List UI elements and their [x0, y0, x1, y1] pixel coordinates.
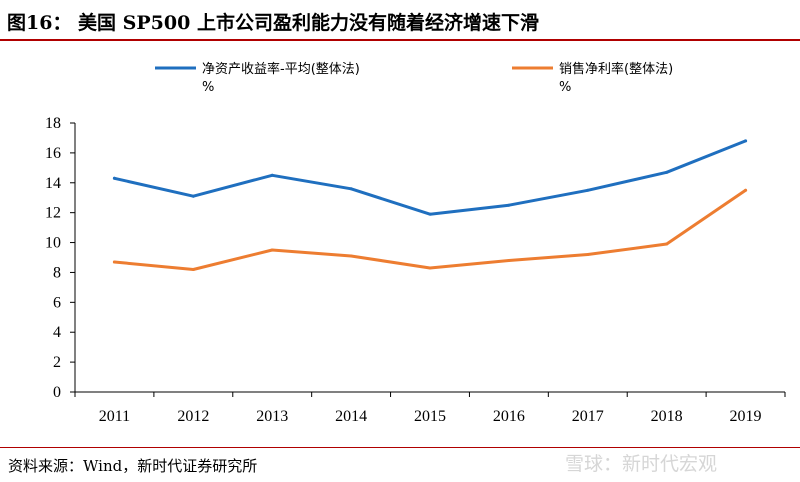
- series-2-point: [270, 248, 274, 252]
- y-tick-label: 12: [45, 205, 61, 222]
- series-2-point: [112, 260, 116, 264]
- y-tick-label: 16: [45, 145, 61, 162]
- y-tick-label: 0: [53, 384, 61, 401]
- x-tick-label: 2018: [651, 408, 683, 425]
- series-2-point: [744, 188, 748, 192]
- source-rule: [0, 447, 800, 448]
- x-tick-label: 2014: [335, 408, 367, 425]
- figure-title-bar: 图16： 美国 SP500 上市公司盈利能力没有随着经济增速下滑: [0, 0, 800, 41]
- series-1-point: [665, 170, 669, 174]
- y-tick-label: 6: [53, 294, 61, 311]
- series-2-point: [507, 258, 511, 262]
- x-tick-label: 2019: [730, 408, 762, 425]
- y-tick-label: 2: [53, 354, 61, 371]
- y-tick-label: 14: [45, 175, 61, 192]
- title-rule: [0, 39, 800, 41]
- series-line-2: [112, 188, 748, 271]
- series-1-point: [191, 194, 195, 198]
- y-tick-label: 8: [53, 264, 61, 281]
- legend-unit-1: %: [202, 80, 214, 95]
- y-tick-label: 4: [53, 324, 61, 341]
- series-1-point: [586, 188, 590, 192]
- y-tick-label: 18: [45, 115, 61, 132]
- figure-title: 图16： 美国 SP500 上市公司盈利能力没有随着经济增速下滑: [7, 12, 539, 34]
- legend-label-2: 销售净利率(整体法): [559, 61, 673, 77]
- series-1-point: [744, 139, 748, 143]
- line-chart: 0 2 4 6 8 10 12 14 16 18 2011 2012 2013 2014 2015 2016 2…: [45, 61, 786, 425]
- x-tick-label: 2017: [572, 408, 604, 425]
- series-2-point: [665, 242, 669, 246]
- series-1-point: [270, 173, 274, 177]
- series-line-1: [112, 139, 748, 216]
- x-tick-label: 2015: [414, 408, 446, 425]
- series-2-point: [191, 267, 195, 271]
- series-1-point: [349, 187, 353, 191]
- legend-unit-2: %: [559, 80, 571, 95]
- x-tick-label: 2011: [99, 408, 130, 425]
- series-2-point: [428, 266, 432, 270]
- y-tick-label: 10: [45, 235, 61, 252]
- source-note: 资料来源：Wind，新时代证券研究所: [8, 457, 258, 475]
- x-tick-label: 2013: [256, 408, 288, 425]
- x-tick-label: 2012: [177, 408, 209, 425]
- watermark: 雪球：新时代宏观: [565, 453, 718, 475]
- series-1-point: [428, 212, 432, 216]
- x-tick-label: 2016: [493, 408, 525, 425]
- series-2-point: [586, 253, 590, 257]
- series-1-point: [112, 176, 116, 180]
- series-2-point: [349, 254, 353, 258]
- legend-label-1: 净资产收益率-平均(整体法): [202, 61, 360, 77]
- series-1-point: [507, 203, 511, 207]
